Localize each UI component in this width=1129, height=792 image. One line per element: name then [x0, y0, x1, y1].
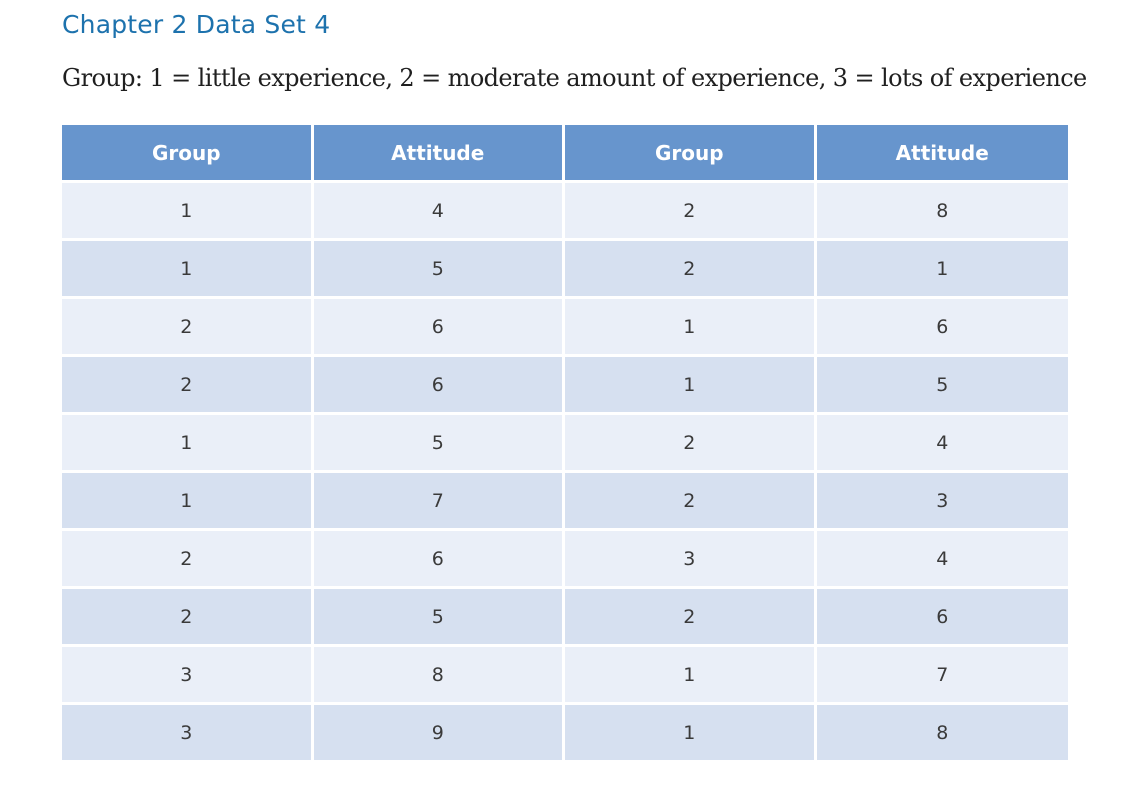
header-attitude-2: Attitude: [816, 125, 1068, 183]
page-title: Chapter 2 Data Set 4: [62, 10, 331, 39]
cell-group-2: 2: [565, 183, 817, 241]
cell-group-1: 3: [62, 647, 314, 705]
cell-attitude-1: 5: [313, 589, 565, 647]
cell-attitude-2: 6: [816, 299, 1068, 357]
cell-attitude-1: 7: [313, 473, 565, 531]
cell-attitude-2: 3: [816, 473, 1068, 531]
header-group-1: Group: [62, 125, 314, 183]
cell-group-2: 1: [565, 647, 817, 705]
cell-group-2: 3: [565, 531, 817, 589]
cell-group-1: 1: [62, 241, 314, 299]
cell-group-2: 1: [565, 357, 817, 415]
cell-group-1: 3: [62, 705, 314, 760]
cell-group-1: 1: [62, 415, 314, 473]
header-row: Group Attitude Group Attitude: [62, 125, 1068, 183]
cell-attitude-2: 1: [816, 241, 1068, 299]
header-attitude-1: Attitude: [313, 125, 565, 183]
cell-attitude-2: 7: [816, 647, 1068, 705]
cell-group-2: 1: [565, 705, 817, 760]
cell-group-1: 2: [62, 589, 314, 647]
table-header: Group Attitude Group Attitude: [62, 125, 1068, 183]
cell-attitude-1: 6: [313, 531, 565, 589]
cell-attitude-1: 6: [313, 357, 565, 415]
cell-attitude-1: 6: [313, 299, 565, 357]
cell-group-1: 2: [62, 299, 314, 357]
cell-group-2: 2: [565, 415, 817, 473]
group-legend: Group: 1 = little experience, 2 = modera…: [62, 64, 1087, 92]
cell-attitude-2: 6: [816, 589, 1068, 647]
cell-group-1: 2: [62, 357, 314, 415]
cell-group-1: 1: [62, 473, 314, 531]
cell-attitude-2: 4: [816, 531, 1068, 589]
cell-attitude-2: 8: [816, 183, 1068, 241]
cell-attitude-2: 8: [816, 705, 1068, 760]
cell-attitude-2: 4: [816, 415, 1068, 473]
header-group-2: Group: [565, 125, 817, 183]
cell-attitude-1: 8: [313, 647, 565, 705]
cell-group-1: 1: [62, 183, 314, 241]
cell-attitude-2: 5: [816, 357, 1068, 415]
cell-group-1: 2: [62, 531, 314, 589]
cell-group-2: 2: [565, 589, 817, 647]
cell-attitude-1: 5: [313, 241, 565, 299]
cell-attitude-1: 4: [313, 183, 565, 241]
cell-attitude-1: 5: [313, 415, 565, 473]
cell-group-2: 2: [565, 473, 817, 531]
cell-group-2: 2: [565, 241, 817, 299]
cell-group-2: 1: [565, 299, 817, 357]
cell-attitude-1: 9: [313, 705, 565, 760]
